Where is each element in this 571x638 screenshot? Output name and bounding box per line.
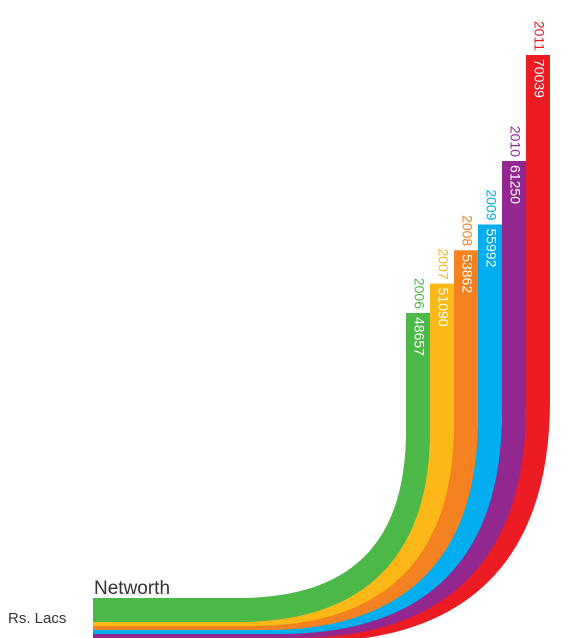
value-label-2011: 70039 [531,59,547,98]
value-label-2006: 48657 [411,317,427,356]
chart-title: Networth [94,578,170,600]
value-label-2009: 55992 [483,228,499,267]
value-label-2007: 51090 [435,288,451,327]
value-label-2010: 61250 [507,165,523,204]
year-label-2008: 2008 [459,215,475,246]
value-label-2008: 53862 [459,254,475,293]
year-label-2006: 2006 [411,278,427,309]
year-label-2009: 2009 [483,189,499,220]
unit-label: Rs. Lacs [8,610,66,627]
bar-2006 [93,313,418,610]
year-label-2011: 2011 [531,21,547,51]
year-label-2010: 2010 [507,126,523,157]
year-label-2007: 2007 [435,248,451,279]
